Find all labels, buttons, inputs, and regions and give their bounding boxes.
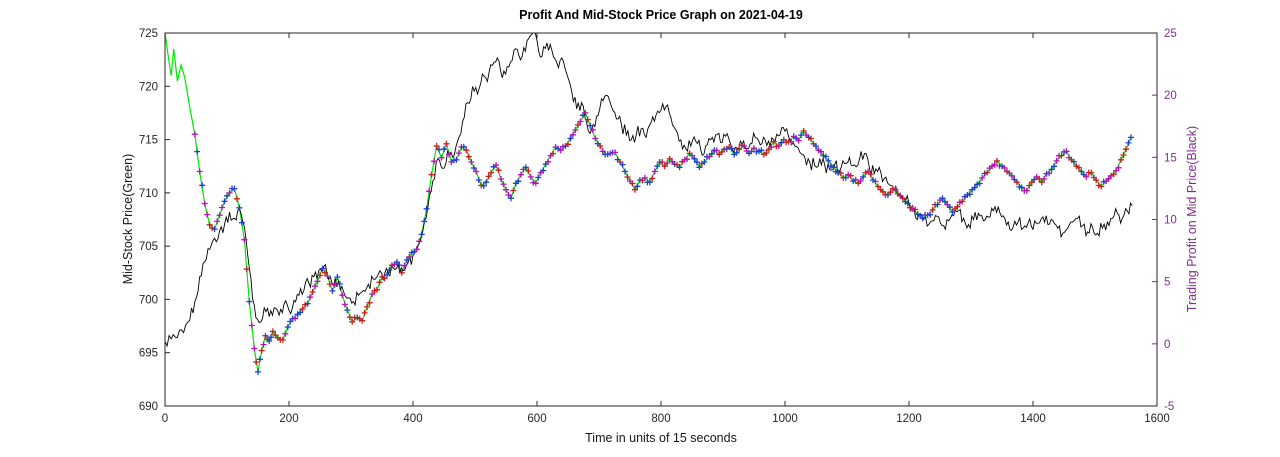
- svg-text:695: 695: [139, 348, 158, 360]
- svg-text:200: 200: [279, 413, 298, 425]
- svg-text:715: 715: [139, 135, 158, 147]
- svg-text:-5: -5: [1164, 401, 1174, 413]
- svg-text:720: 720: [139, 81, 158, 93]
- svg-text:400: 400: [403, 413, 422, 425]
- left-y-axis-label: Mid-Stock Price(Green): [121, 153, 135, 285]
- svg-text:20: 20: [1164, 90, 1177, 102]
- svg-text:1400: 1400: [1020, 413, 1046, 425]
- svg-text:1600: 1600: [1144, 413, 1170, 425]
- svg-text:725: 725: [139, 28, 158, 40]
- right-y-axis-label: Trading Profit on Mid Price(Black): [1185, 125, 1199, 313]
- chart-title: Profit And Mid-Stock Price Graph on 2021…: [519, 8, 803, 22]
- svg-text:690: 690: [139, 401, 158, 413]
- svg-text:710: 710: [139, 188, 158, 200]
- svg-text:1200: 1200: [896, 413, 922, 425]
- x-axis-label: Time in units of 15 seconds: [585, 431, 737, 445]
- svg-text:25: 25: [1164, 28, 1177, 40]
- svg-text:5: 5: [1164, 277, 1170, 289]
- svg-text:15: 15: [1164, 152, 1177, 164]
- svg-text:705: 705: [139, 241, 158, 253]
- svg-text:10: 10: [1164, 215, 1177, 227]
- svg-text:800: 800: [651, 413, 670, 425]
- svg-text:600: 600: [527, 413, 546, 425]
- svg-text:1000: 1000: [772, 413, 798, 425]
- svg-text:0: 0: [162, 413, 168, 425]
- svg-text:0: 0: [1164, 339, 1170, 351]
- svg-text:700: 700: [139, 294, 158, 306]
